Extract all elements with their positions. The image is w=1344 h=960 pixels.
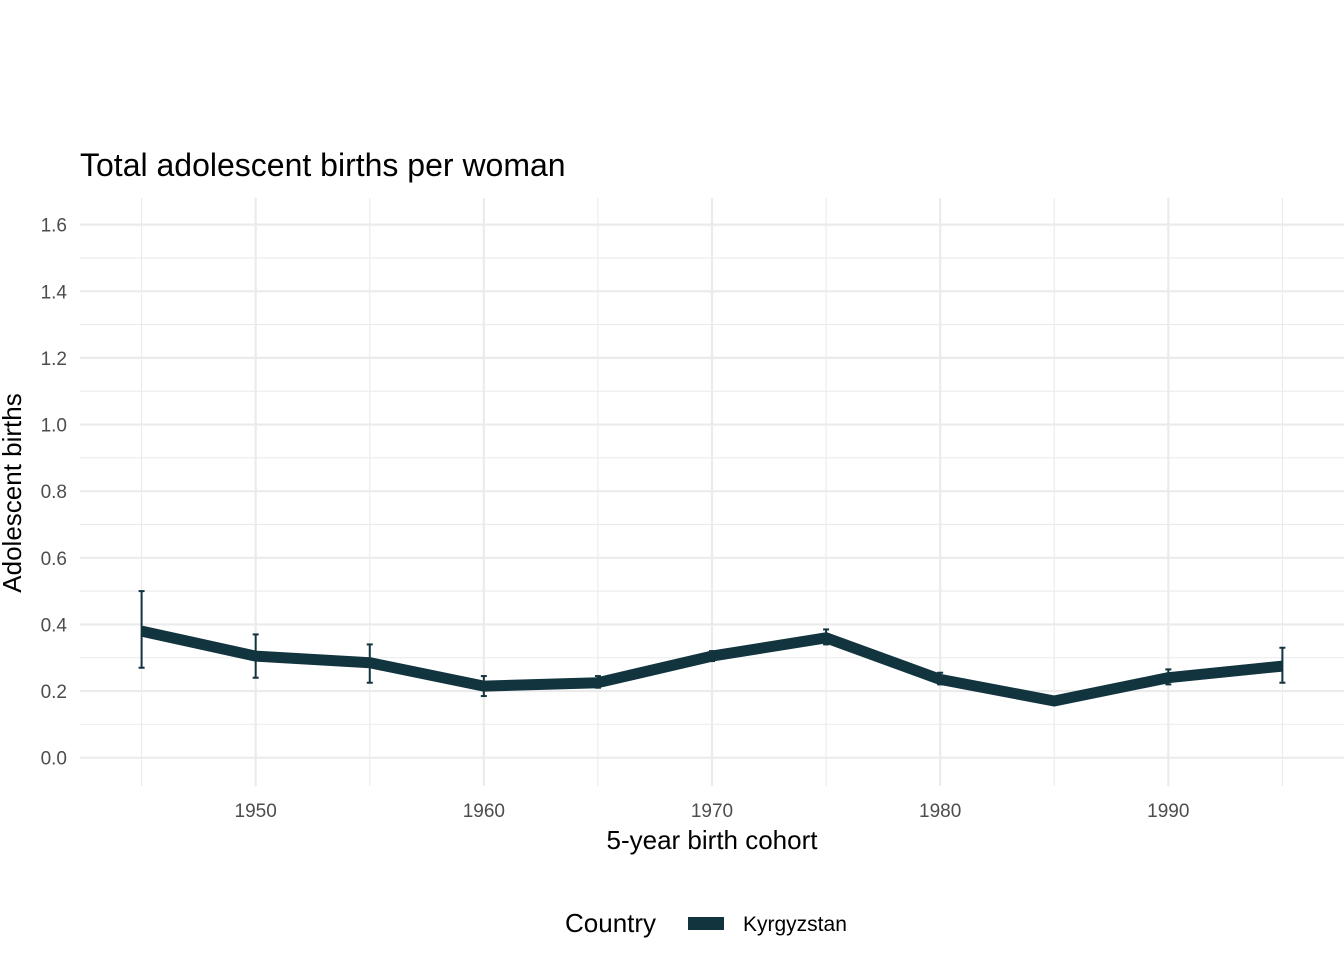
x-axis-title: 5-year birth cohort [607, 825, 819, 855]
y-tick-label: 0.8 [41, 482, 67, 503]
y-tick-label: 1.0 [41, 416, 67, 437]
x-tick-label: 1960 [463, 801, 505, 822]
legend-swatch-kyrgyzstan [688, 917, 724, 930]
y-tick-label: 0.2 [41, 682, 67, 703]
x-tick-label: 1990 [1147, 801, 1189, 822]
y-tick-label: 1.2 [41, 349, 67, 370]
y-tick-label: 0.0 [41, 749, 67, 770]
y-tick-label: 0.6 [41, 549, 67, 570]
grid [80, 198, 1344, 786]
legend: Country Kyrgyzstan [565, 908, 847, 938]
legend-label-kyrgyzstan: Kyrgyzstan [743, 913, 847, 936]
series-lines [140, 625, 1283, 707]
x-tick-label: 1970 [691, 801, 733, 822]
x-axis-ticks: 1950 1960 1970 1980 1990 [235, 801, 1190, 822]
y-tick-label: 1.6 [41, 216, 67, 237]
chart-title: Total adolescent births per woman [80, 147, 566, 183]
x-tick-label: 1980 [919, 801, 961, 822]
y-tick-label: 0.4 [41, 615, 68, 636]
x-tick-label: 1950 [235, 801, 277, 822]
y-axis-ticks: 0.0 0.2 0.4 0.6 0.8 1.0 1.2 1.4 1.6 [41, 216, 68, 770]
series-line-kyrgyzstan [140, 625, 1283, 707]
y-tick-label: 1.4 [41, 282, 68, 303]
legend-title: Country [565, 908, 656, 938]
y-axis-title: Adolescent births [0, 393, 27, 592]
